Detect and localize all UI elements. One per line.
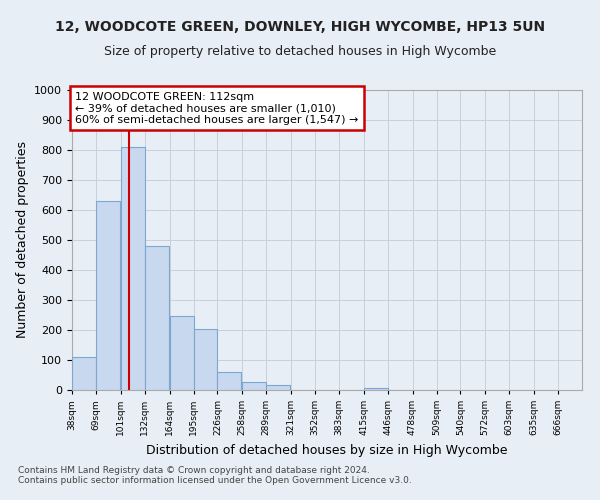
Text: Size of property relative to detached houses in High Wycombe: Size of property relative to detached ho… [104, 45, 496, 58]
Bar [96, 201, 120, 390]
Bar [194, 329, 217, 390]
Bar [242, 382, 266, 390]
Text: 12 WOODCOTE GREEN: 112sqm
← 39% of detached houses are smaller (1,010)
60% of se: 12 WOODCOTE GREEN: 112sqm ← 39% of detac… [75, 92, 358, 124]
Bar [72, 357, 96, 390]
Bar [364, 388, 388, 390]
Bar [121, 147, 145, 390]
Text: Contains HM Land Registry data © Crown copyright and database right 2024.
Contai: Contains HM Land Registry data © Crown c… [18, 466, 412, 485]
Y-axis label: Number of detached properties: Number of detached properties [16, 142, 29, 338]
Bar [170, 316, 194, 390]
X-axis label: Distribution of detached houses by size in High Wycombe: Distribution of detached houses by size … [146, 444, 508, 456]
Bar [266, 385, 290, 390]
Text: 12, WOODCOTE GREEN, DOWNLEY, HIGH WYCOMBE, HP13 5UN: 12, WOODCOTE GREEN, DOWNLEY, HIGH WYCOMB… [55, 20, 545, 34]
Bar [217, 372, 241, 390]
Bar [145, 246, 169, 390]
